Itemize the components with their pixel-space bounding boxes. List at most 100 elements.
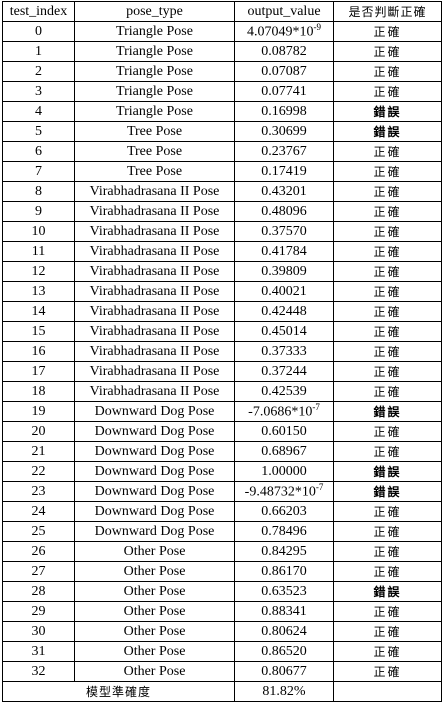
row-test-index: 32 (2, 661, 75, 682)
table-row: 16 Virabhadrasana II Pose 0.37333 正確 (2, 341, 442, 362)
verdict-correct: 正確 (333, 341, 442, 362)
output-mantissa: 0.07741 (261, 83, 307, 99)
table-body: 0 Triangle Pose 4.07049*10-9 正確 1 Triangle Po… (2, 21, 442, 682)
row-pose-type: Downward Dog Pose (74, 501, 235, 522)
verdict-correct: 正確 (333, 601, 442, 622)
verdict-correct: 正確 (333, 181, 442, 202)
row-test-index: 8 (2, 181, 75, 202)
row-test-index: 0 (2, 21, 75, 42)
table-row: 19 Downward Dog Pose -7.0686*10-7 錯誤 (2, 401, 442, 422)
row-test-index: 16 (2, 341, 75, 362)
row-pose-type: Virabhadrasana II Pose (74, 301, 235, 322)
verdict-wrong: 錯誤 (333, 121, 442, 142)
row-output-value: 0.43201 (234, 181, 334, 202)
output-mantissa: 0.39809 (261, 263, 307, 279)
output-mantissa: 0.08782 (261, 43, 307, 59)
row-pose-type: Other Pose (74, 601, 235, 622)
verdict-correct: 正確 (333, 441, 442, 462)
verdict-correct: 正確 (333, 41, 442, 62)
row-output-value: 0.30699 (234, 121, 334, 142)
row-test-index: 13 (2, 281, 75, 302)
table-row: 30 Other Pose 0.80624 正確 (2, 621, 442, 642)
row-output-value: 0.40021 (234, 281, 334, 302)
output-mantissa: 0.23767 (261, 143, 307, 159)
table-row: 17 Virabhadrasana II Pose 0.37244 正確 (2, 361, 442, 382)
verdict-correct: 正確 (333, 201, 442, 222)
row-pose-type: Virabhadrasana II Pose (74, 221, 235, 242)
row-output-value: 0.80624 (234, 621, 334, 642)
row-output-value: 0.86520 (234, 641, 334, 662)
row-output-value: 0.68967 (234, 441, 334, 462)
row-test-index: 19 (2, 401, 75, 422)
row-output-value: 0.07741 (234, 81, 334, 102)
table-row: 20 Downward Dog Pose 0.60150 正確 (2, 421, 442, 442)
accuracy-label: 模型準確度 (2, 681, 235, 702)
row-pose-type: Triangle Pose (74, 101, 235, 122)
row-test-index: 23 (2, 481, 75, 502)
row-test-index: 28 (2, 581, 75, 602)
row-output-value: 0.16998 (234, 101, 334, 122)
row-pose-type: Downward Dog Pose (74, 481, 235, 502)
output-mantissa: 0.43201 (261, 183, 307, 199)
row-output-value: 0.80677 (234, 661, 334, 682)
output-mantissa: 0.78496 (261, 523, 307, 539)
row-output-value: 0.45014 (234, 321, 334, 342)
row-test-index: 25 (2, 521, 75, 542)
accuracy-row: 模型準確度 81.82% (2, 681, 442, 702)
row-test-index: 17 (2, 361, 75, 382)
row-pose-type: Tree Pose (74, 141, 235, 162)
verdict-correct: 正確 (333, 541, 442, 562)
row-output-value: 0.08782 (234, 41, 334, 62)
row-test-index: 3 (2, 81, 75, 102)
row-output-value: -9.48732*10-7 (234, 481, 334, 502)
output-exponent: -7 (315, 482, 324, 493)
verdict-wrong: 錯誤 (333, 401, 442, 422)
output-mantissa: 0.37244 (261, 363, 307, 379)
output-mantissa: -7.0686*10 (248, 404, 313, 420)
table-row: 1 Triangle Pose 0.08782 正確 (2, 41, 442, 62)
verdict-wrong: 錯誤 (333, 481, 442, 502)
row-output-value: 0.78496 (234, 521, 334, 542)
row-pose-type: Virabhadrasana II Pose (74, 241, 235, 262)
verdict-correct: 正確 (333, 301, 442, 322)
row-output-value: 0.66203 (234, 501, 334, 522)
table-row: 4 Triangle Pose 0.16998 錯誤 (2, 101, 442, 122)
row-pose-type: Downward Dog Pose (74, 441, 235, 462)
output-mantissa: 0.80624 (261, 623, 307, 639)
verdict-correct: 正確 (333, 61, 442, 82)
row-output-value: 0.07087 (234, 61, 334, 82)
output-mantissa: 0.42448 (261, 303, 307, 319)
output-exponent: -9 (313, 22, 322, 33)
table-row: 14 Virabhadrasana II Pose 0.42448 正確 (2, 301, 442, 322)
output-mantissa: 0.07087 (261, 63, 307, 79)
output-mantissa: 0.63523 (261, 583, 307, 599)
verdict-correct: 正確 (333, 21, 442, 42)
table-row: 2 Triangle Pose 0.07087 正確 (2, 61, 442, 82)
row-test-index: 14 (2, 301, 75, 322)
row-output-value: 0.88341 (234, 601, 334, 622)
output-mantissa: 0.40021 (261, 283, 307, 299)
row-test-index: 7 (2, 161, 75, 182)
output-mantissa: 0.30699 (261, 123, 307, 139)
table-row: 3 Triangle Pose 0.07741 正確 (2, 81, 442, 102)
row-output-value: 0.63523 (234, 581, 334, 602)
output-mantissa: 0.88341 (261, 603, 307, 619)
row-output-value: 0.84295 (234, 541, 334, 562)
row-pose-type: Downward Dog Pose (74, 461, 235, 482)
row-pose-type: Tree Pose (74, 121, 235, 142)
row-pose-type: Downward Dog Pose (74, 421, 235, 442)
verdict-correct: 正確 (333, 141, 442, 162)
table-row: 28 Other Pose 0.63523 錯誤 (2, 581, 442, 602)
output-mantissa: 0.37333 (261, 343, 307, 359)
output-mantissa: 0.60150 (261, 423, 307, 439)
row-output-value: 0.37570 (234, 221, 334, 242)
verdict-correct: 正確 (333, 161, 442, 182)
row-pose-type: Triangle Pose (74, 41, 235, 62)
output-mantissa: 0.86170 (261, 563, 307, 579)
row-output-value: 4.07049*10-9 (234, 21, 334, 42)
row-pose-type: Virabhadrasana II Pose (74, 321, 235, 342)
table-row: 18 Virabhadrasana II Pose 0.42539 正確 (2, 381, 442, 402)
row-pose-type: Triangle Pose (74, 61, 235, 82)
verdict-correct: 正確 (333, 521, 442, 542)
